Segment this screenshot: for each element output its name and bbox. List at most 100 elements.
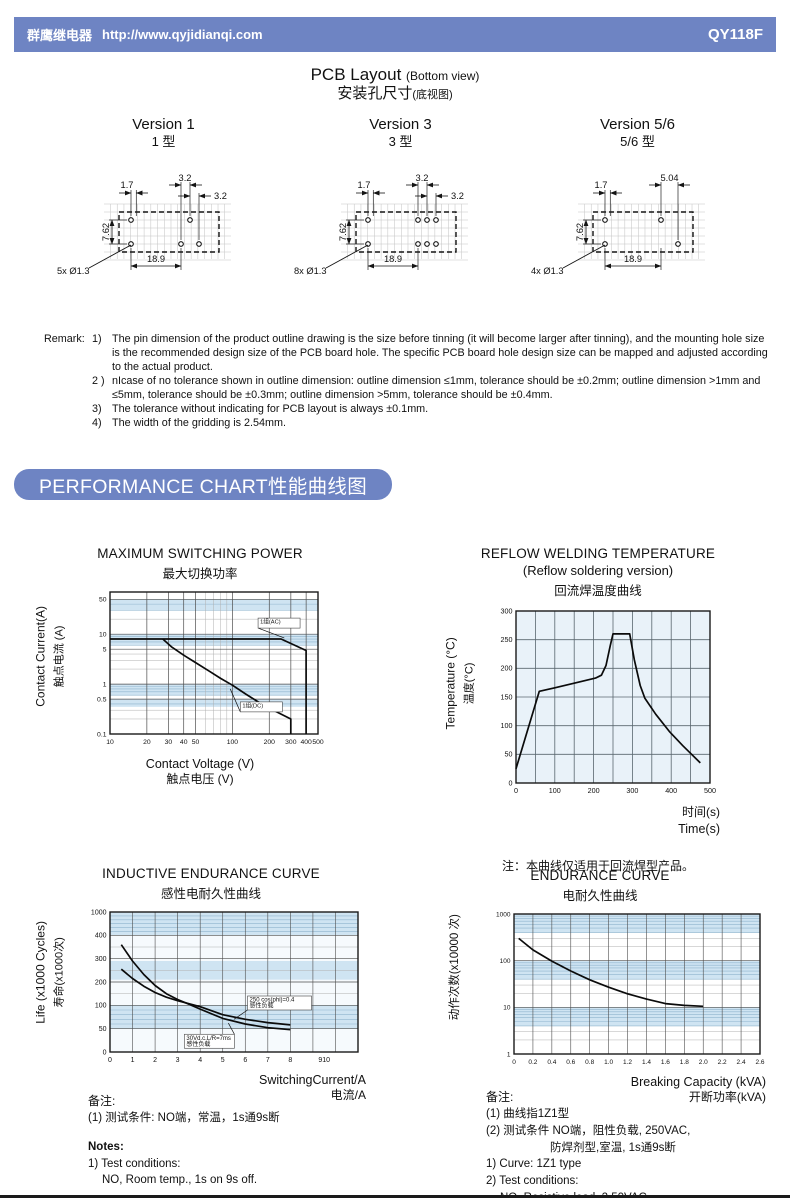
chart4-x-axis-label: Breaking Capacity (kVA) 开断功率(kVA) [474, 1074, 768, 1106]
chart2-body: Temperature (°C) 温度(°C) 0 100 200 300 400 500… [430, 603, 766, 804]
svg-text:0: 0 [103, 1049, 107, 1056]
svg-text:100: 100 [227, 739, 239, 746]
chart2-y-axis-label: Temperature (°C) 温度(°C) [442, 603, 479, 763]
remark-item-2: 2 ) nIcase of no tolerance shown in outl… [44, 374, 774, 402]
svg-text:2: 2 [153, 1057, 157, 1064]
svg-text:1: 1 [507, 1051, 511, 1058]
svg-text:200: 200 [501, 664, 513, 673]
svg-text:0.2: 0.2 [528, 1059, 537, 1066]
remark-text-1: The pin dimension of the product outline… [112, 333, 768, 374]
svg-text:2.6: 2.6 [755, 1059, 764, 1066]
pcb-drawing-version-1: 1.7 3.2 3.2 7.62 18.9 5x Ø1.3 [57, 173, 231, 276]
notes-right-item2: (2) 测试条件 NO端，阻性负载, 250VAC, [486, 1125, 691, 1138]
remark-label: Remark: [44, 333, 85, 345]
remark-item-1: Remark: 1) The pin dimension of the prod… [44, 332, 774, 374]
chart2-xlabel-en: Time(s) [678, 821, 720, 836]
svg-text:100: 100 [501, 721, 513, 730]
chart2-subtitle-cn: 回流焊温度曲线 [554, 584, 642, 598]
chart3-x-axis-label: SwitchingCurrent/A 电流/A [76, 1072, 368, 1104]
pcb-subtitle-cn-note: (底视图) [412, 89, 453, 102]
svg-text:5: 5 [103, 647, 107, 654]
chart1-xlabel-en: Contact Voltage (V) [145, 757, 255, 771]
chart2-plot: 0 100 200 300 400 500 0 50 100 150 200 250 300 [501, 606, 717, 795]
svg-text:6: 6 [243, 1057, 247, 1064]
svg-text:3.2: 3.2 [214, 191, 227, 201]
svg-text:1.2: 1.2 [623, 1059, 632, 1066]
chart3-subtitle-cn: 感性电耐久性曲线 [160, 887, 261, 901]
chart1-xlabel-cn: 触点电压 (V) [166, 772, 234, 787]
svg-text:8x Ø1.3: 8x Ø1.3 [294, 266, 327, 276]
chart4-title: ENDURANCE CURVE [530, 868, 670, 883]
svg-text:7: 7 [266, 1057, 270, 1064]
svg-text:1000: 1000 [91, 909, 107, 916]
notes-left-heading: Notes: [88, 1141, 124, 1154]
pcb-version-5-6: Version 5/6 5/6 型 1.7 5.04 7.62 18.9 [519, 116, 756, 292]
pcb-drawing-version-5-6: 1.7 5.04 7.62 18.9 4x Ø1.3 [531, 173, 705, 276]
svg-text:0: 0 [512, 1059, 516, 1066]
version-1-name-cn: 1 型 [151, 134, 176, 149]
notes-right-item1: (1) 曲线指1Z1型 [486, 1108, 570, 1121]
remark-text-3: The tolerance without indicating for PCB… [112, 403, 429, 416]
pcb-version-1: Version 1 1 型 1.7 3.2 3.2 7.62 18.9 [45, 116, 282, 292]
pcb-title-text: PCB Layout [310, 65, 402, 84]
svg-text:40: 40 [180, 739, 188, 746]
svg-text:50: 50 [192, 739, 200, 746]
svg-text:400: 400 [95, 933, 107, 940]
pcb-drawing-version-3: 1.7 3.2 3.2 7.62 18.9 8x Ø1.3 [294, 173, 468, 276]
chart1-x-axis-label: Contact Voltage (V) 触点电压 (V) [74, 756, 326, 788]
chart3-body: Life (x1000 Cycles) 寿命(x1000次) 0 1 2 3 4 5 6 7 8… [26, 906, 396, 1071]
chart2-subtitle: (Reflow soldering version) [522, 563, 674, 578]
svg-text:1.7: 1.7 [594, 180, 607, 190]
chart4-ylabel-cn: 动作次数(x10000 次) [448, 914, 461, 1021]
svg-text:0.1: 0.1 [97, 731, 107, 738]
pcb-versions-row: Version 1 1 型 1.7 3.2 3.2 7.62 18.9 [45, 116, 756, 292]
chart1-y-axis-label: Contact Current(A) 触点电流 (A) [32, 576, 69, 736]
chart1-ylabel-cn: 触点电流 (A) [54, 625, 66, 688]
svg-text:100: 100 [549, 786, 561, 795]
version-5-6-name: Version 5/6 [599, 116, 676, 133]
chart-inductive-endurance: INDUCTIVE ENDURANCE CURVE 感性电耐久性曲线 Life … [26, 866, 396, 1104]
svg-text:400: 400 [665, 786, 677, 795]
pcb-subtitle-cn-text: 安装孔尺寸 [337, 85, 413, 103]
chart3-ylabel-cn: 寿命(x1000次) [54, 937, 66, 1008]
chart3-xlabel-cn: 电流/A [330, 1088, 366, 1103]
svg-text:300: 300 [285, 739, 297, 746]
svg-text:5.04: 5.04 [660, 173, 678, 183]
chart3-y-axis-label: Life (x1000 Cycles) 寿命(x1000次) [32, 892, 69, 1052]
svg-text:2.2: 2.2 [718, 1059, 727, 1066]
performance-chart-banner: PERFORMANCE CHART性能曲线图 [14, 469, 392, 500]
pcb-title-note: (Bottom view) [406, 69, 480, 83]
version-3-name: Version 3 [369, 116, 432, 133]
svg-text:18.9: 18.9 [623, 254, 641, 264]
svg-text:3.2: 3.2 [451, 191, 464, 201]
svg-text:10: 10 [503, 1005, 511, 1012]
notes-right: 备注: (1) 曲线指1Z1型 (2) 测试条件 NO端，阻性负载, 250VA… [486, 1089, 786, 1198]
svg-text:8: 8 [288, 1057, 292, 1064]
model-number: QY118F [707, 26, 763, 43]
chart4-plot: 0 0.2 0.4 0.6 0.8 1.0 1.2 1.4 1.6 1.8 2.0 2.2 2.4 2.6… [496, 911, 765, 1066]
svg-text:2.4: 2.4 [737, 1059, 746, 1066]
svg-text:0.4: 0.4 [547, 1059, 556, 1066]
svg-text:0.5: 0.5 [97, 697, 107, 704]
svg-text:1.7: 1.7 [357, 180, 370, 190]
svg-text:1: 1 [103, 681, 107, 688]
pcb-version-3: Version 3 3 型 1.7 3.2 3.2 7.62 18.9 [282, 116, 519, 292]
svg-text:50: 50 [99, 1026, 107, 1033]
svg-text:500: 500 [704, 786, 716, 795]
svg-text:1组(DC): 1组(DC) [242, 701, 263, 709]
chart2-x-axis-label: 时间(s) Time(s) [480, 805, 722, 837]
chart-max-switching-power: MAXIMUM SWITCHING POWER 最大切换功率 Contact C… [22, 546, 378, 788]
notes-left: 备注: (1) 测试条件: NO端，常温，1s通9s断 Notes: 1) Te… [88, 1093, 418, 1189]
svg-text:100: 100 [95, 1003, 107, 1010]
chart4-y-axis-label: 动作次数(x10000 次) [445, 887, 463, 1047]
remark-num-2: 2 ) [92, 375, 105, 388]
notes-left-line1: 1) Test conditions: [88, 1157, 181, 1170]
svg-text:910: 910 [318, 1057, 330, 1064]
svg-text:500: 500 [312, 739, 324, 746]
svg-text:300: 300 [626, 786, 638, 795]
remark-item-4: 4) The width of the gridding is 2.54mm. [44, 416, 774, 430]
svg-text:200: 200 [95, 979, 107, 986]
svg-text:7.62: 7.62 [575, 223, 585, 241]
svg-text:2.0: 2.0 [699, 1059, 708, 1066]
